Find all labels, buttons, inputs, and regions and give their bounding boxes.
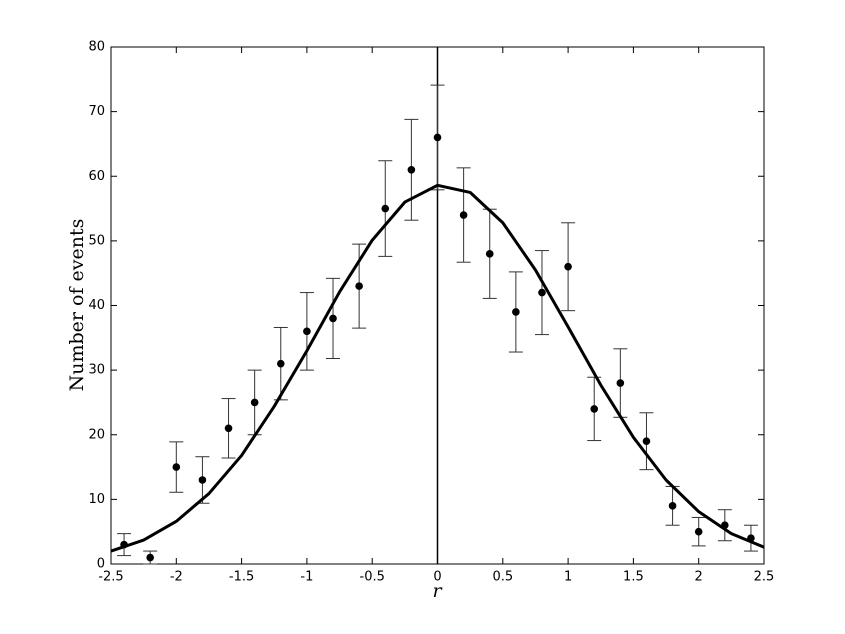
x-tick-label: 2.5 [754,570,775,585]
data-point [355,282,363,290]
x-tick-label: -0.5 [360,570,385,585]
x-tick-label: 1.5 [623,570,644,585]
x-tick-label: -1.5 [229,570,254,585]
data-point [198,476,207,484]
y-tick-label: 30 [88,363,105,378]
data-point [616,379,625,387]
data-point [459,211,468,219]
x-tick-label: -1 [300,570,313,585]
y-tick-label: 0 [97,557,105,572]
y-axis-label: Number of events [66,219,88,392]
y-tick-label: 80 [88,40,105,55]
data-point [250,398,259,407]
data-point [564,262,572,271]
x-tick-label: 0 [433,570,441,585]
data-point [668,502,677,510]
x-tick-label: -2.5 [98,570,123,585]
x-tick-label: 0.5 [492,570,513,585]
data-point [172,463,181,471]
y-tick-label: 20 [88,427,105,442]
data-point [485,250,494,258]
data-point [329,314,337,323]
data-point [512,308,520,316]
data-point [381,204,390,213]
x-tick-label: -2 [170,570,183,585]
data-point [538,288,546,297]
y-tick-label: 10 [88,492,105,507]
data-point [590,405,599,413]
data-point [303,327,311,336]
x-tick-label: 1 [564,570,572,585]
y-tick-label: 70 [88,104,105,119]
data-point [407,165,416,174]
data-point [146,553,154,562]
data-point [224,424,233,433]
data-point [694,527,703,536]
x-axis-label: r [432,580,443,602]
y-tick-label: 40 [88,298,105,313]
data-point [642,437,651,446]
data-point [433,133,442,142]
fit-curve [110,183,765,553]
y-tick-label: 60 [88,169,105,184]
x-tick-label: 2 [695,570,703,585]
data-point [276,359,285,368]
y-tick-label: 50 [88,233,105,248]
